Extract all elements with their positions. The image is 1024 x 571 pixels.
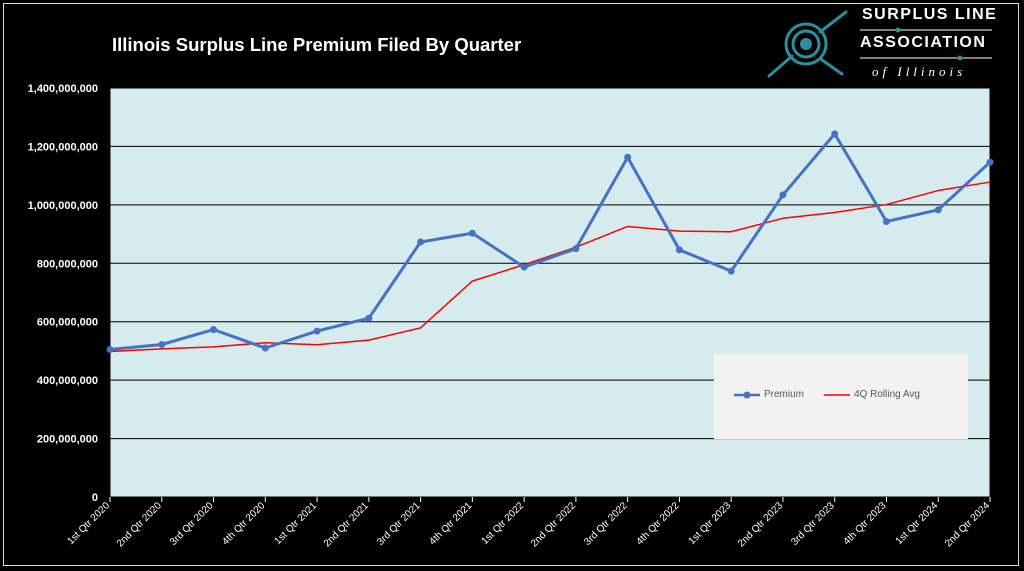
data-point [158, 341, 166, 349]
data-point [417, 238, 425, 246]
x-tick-label: 4th Qtr 2021 [427, 500, 474, 547]
data-point [313, 327, 321, 335]
chart-title: Illinois Surplus Line Premium Filed By Q… [112, 34, 522, 55]
x-axis-tick-labels: 1st Qtr 2020 2nd Qtr 2020 3rd Qtr 2020 4th … [65, 497, 992, 549]
data-point [986, 158, 994, 166]
data-point [934, 206, 942, 214]
data-point [675, 246, 683, 254]
x-tick-label: 3rd Qtr 2022 [582, 500, 630, 548]
logo-line-1: SURPLUS LINE [862, 6, 998, 23]
legend: Premium 4Q Rolling Avg [714, 354, 968, 439]
x-tick-label: 2nd Qtr 2023 [736, 500, 785, 549]
data-point [106, 345, 114, 353]
x-tick-label: 2nd Qtr 2021 [322, 500, 371, 549]
y-tick-label: 1,400,000,000 [28, 83, 98, 95]
y-axis-tick-labels: 0 200,000,000 400,000,000 600,000,000 800,00… [28, 83, 98, 504]
legend-item-rolling-avg: 4Q Rolling Avg [824, 389, 920, 400]
data-point [831, 130, 839, 138]
x-tick-label: 4th Qtr 2023 [842, 500, 889, 547]
logo-line-3: of Illinois [872, 64, 967, 79]
association-logo: SURPLUS LINE ASSOCIATION of Illinois [764, 4, 1004, 84]
data-point [572, 245, 580, 253]
y-tick-label: 1,000,000,000 [28, 200, 98, 212]
x-tick-label: 1st Qtr 2023 [687, 500, 734, 547]
y-tick-label: 1,200,000,000 [28, 141, 98, 153]
x-tick-label: 2nd Qtr 2020 [115, 500, 164, 549]
x-tick-label: 2nd Qtr 2024 [943, 500, 992, 549]
data-point [468, 229, 476, 237]
y-tick-label: 400,000,000 [37, 375, 98, 387]
data-point [520, 263, 528, 271]
legend-item-premium: Premium [734, 389, 804, 400]
x-tick-label: 4th Qtr 2022 [634, 500, 681, 547]
x-tick-label: 1st Qtr 2021 [272, 500, 319, 547]
data-point [727, 267, 735, 275]
x-tick-label: 3rd Qtr 2021 [375, 500, 423, 548]
x-tick-label: 1st Qtr 2020 [65, 500, 112, 547]
data-point [365, 314, 373, 322]
logo-line-2: ASSOCIATION [860, 34, 987, 51]
y-tick-label: 800,000,000 [37, 258, 98, 270]
x-tick-label: 2nd Qtr 2022 [529, 500, 578, 549]
legend-line-marker-icon [734, 391, 760, 398]
legend-label: 4Q Rolling Avg [854, 389, 920, 400]
x-tick-label: 1st Qtr 2022 [480, 500, 527, 547]
legend-label: Premium [764, 389, 805, 400]
chart-series [106, 130, 994, 353]
legend-line-icon [824, 393, 850, 396]
y-tick-label: 200,000,000 [37, 434, 98, 446]
logo-emblem-icon [767, 10, 848, 78]
x-tick-label: 4th Qtr 2020 [220, 500, 267, 547]
x-tick-label: 3rd Qtr 2023 [789, 500, 837, 548]
chart-frame [3, 3, 1019, 566]
x-tick-label: 1st Qtr 2024 [894, 500, 941, 547]
x-tick-label: 3rd Qtr 2020 [168, 500, 216, 548]
data-point [210, 326, 218, 334]
y-tick-label: 0 [92, 492, 98, 504]
data-point [779, 191, 787, 199]
y-tick-label: 600,000,000 [37, 317, 98, 329]
series-line-premium [109, 132, 992, 351]
data-point [882, 218, 890, 226]
data-point [261, 344, 269, 352]
data-point [624, 153, 632, 161]
